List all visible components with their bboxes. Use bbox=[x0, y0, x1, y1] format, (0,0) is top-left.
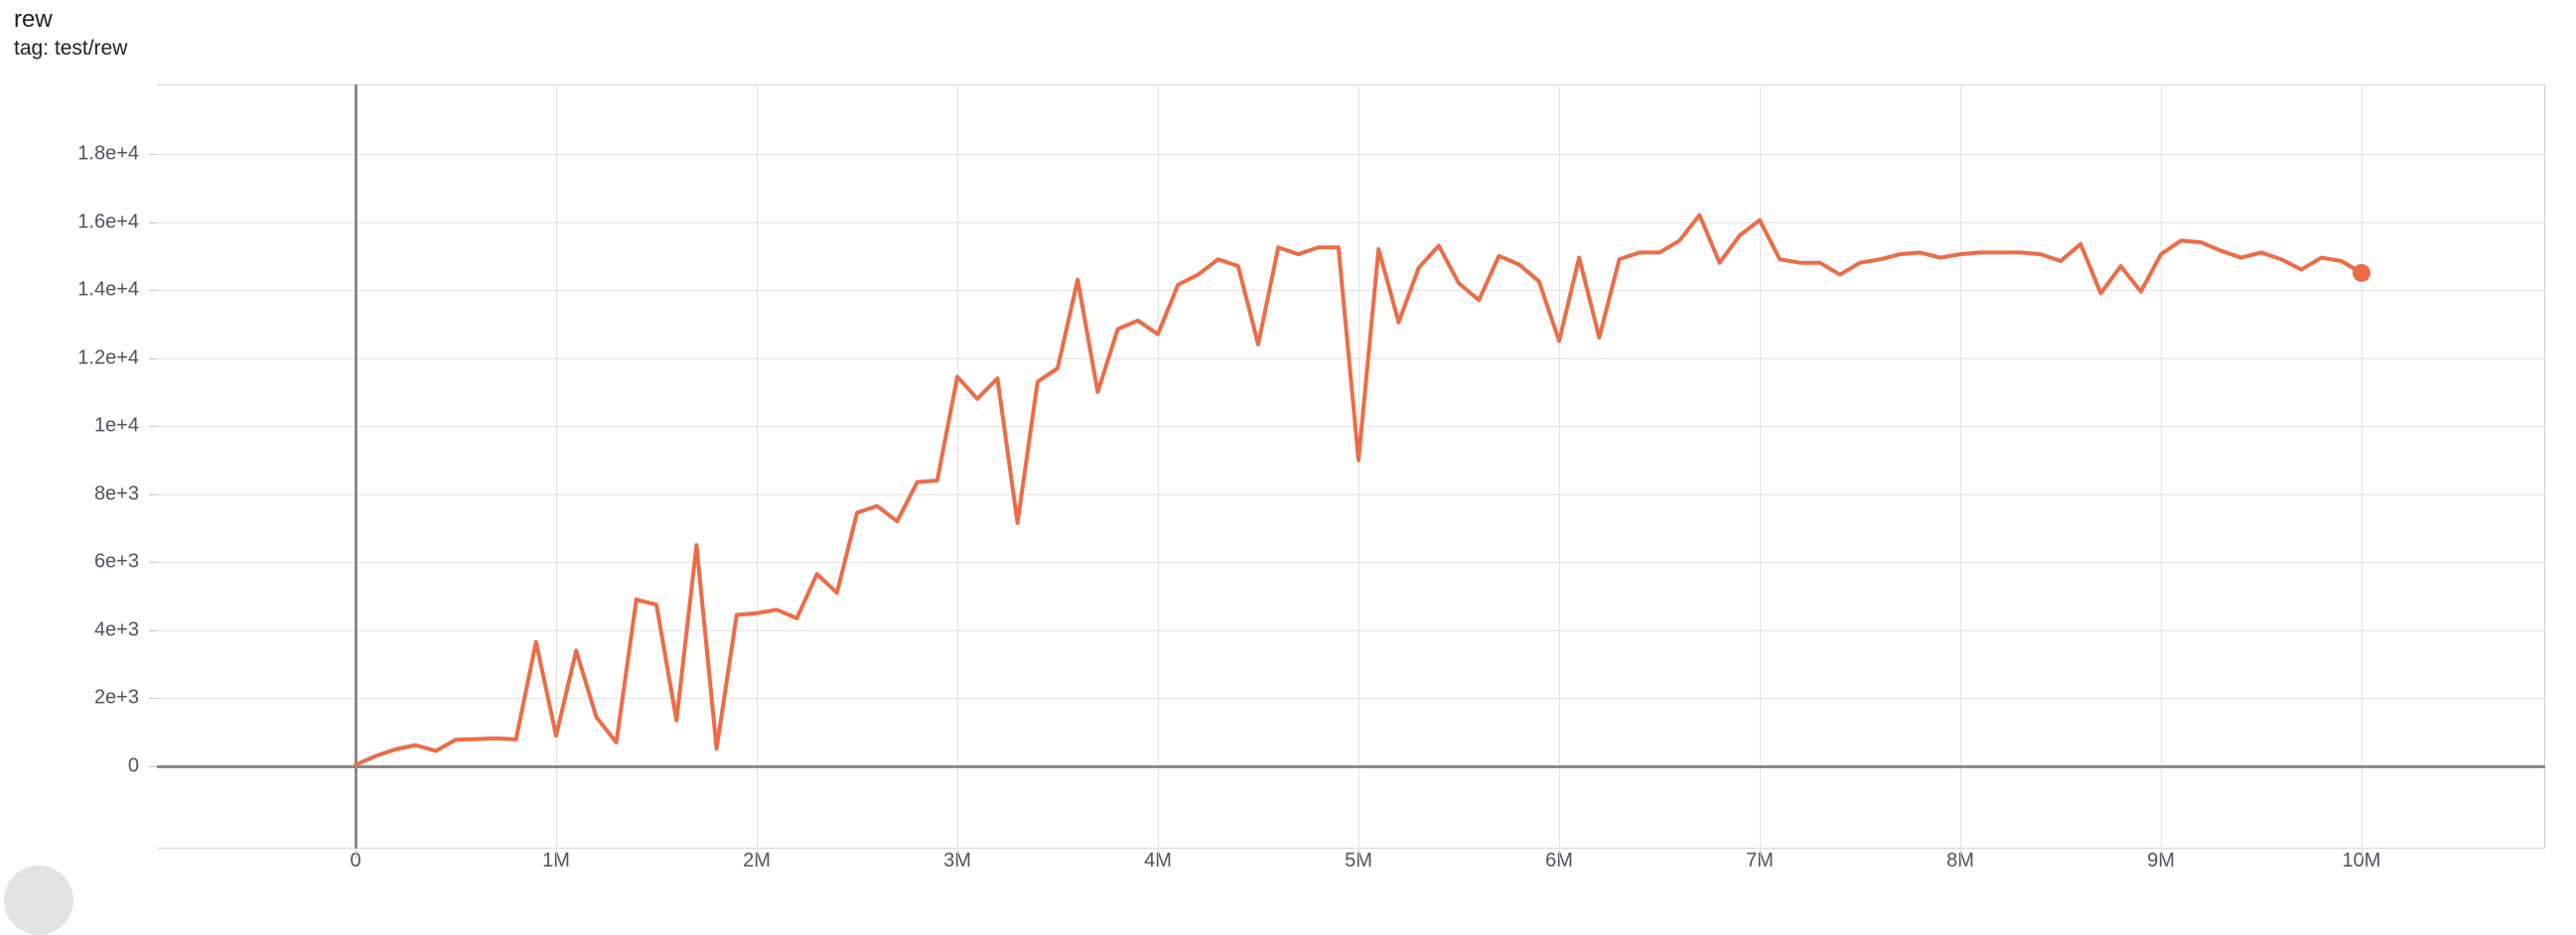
x-axis-tick-label: 5M bbox=[1345, 850, 1372, 871]
y-axis-tick-label: 6e+3 bbox=[93, 550, 139, 573]
page-title: rew bbox=[14, 6, 53, 33]
x-axis-tick-mark bbox=[1559, 850, 1560, 860]
x-axis-tick-label: 2M bbox=[743, 850, 771, 871]
y-axis-tick-label: 1.8e+4 bbox=[77, 142, 139, 165]
chart-header: rew tag: test/rew bbox=[14, 6, 127, 62]
x-axis-tick-label: 8M bbox=[1946, 850, 1974, 871]
x-axis-tick-mark bbox=[356, 850, 357, 860]
y-axis-tick-label: 2e+3 bbox=[93, 686, 139, 709]
y-axis-tick-mark bbox=[149, 426, 157, 428]
y-axis-tick-mark bbox=[149, 629, 157, 631]
x-axis-tick-mark bbox=[1359, 850, 1360, 860]
y-axis-tick-label: 0 bbox=[127, 754, 139, 777]
y-axis-tick-label: 4e+3 bbox=[93, 618, 139, 641]
x-axis-tick-mark bbox=[1158, 850, 1159, 860]
gridline-horizontal bbox=[157, 154, 2545, 155]
x-axis-tick-mark bbox=[1760, 850, 1761, 860]
x-axis-tick-mark bbox=[957, 850, 958, 860]
x-axis-tick-label: 0 bbox=[350, 850, 361, 871]
x-axis-tick-mark bbox=[2161, 850, 2162, 860]
plot-frame-bottom bbox=[157, 848, 2545, 849]
fab-circle-icon[interactable] bbox=[4, 866, 73, 935]
y-axis-tick-mark bbox=[149, 698, 157, 700]
y-axis-tick-label: 1.6e+4 bbox=[77, 210, 139, 233]
y-axis-tick-label: 1.4e+4 bbox=[77, 278, 139, 301]
y-axis-tick-label: 1.2e+4 bbox=[77, 346, 139, 369]
x-axis-tick-label: 6M bbox=[1545, 850, 1573, 871]
x-axis-tick-mark bbox=[1960, 850, 1961, 860]
x-axis-tick-label: 4M bbox=[1144, 850, 1172, 871]
x-axis-tick-label: 10M bbox=[2342, 850, 2381, 871]
x-axis-tick-mark bbox=[556, 850, 557, 860]
x-axis-tick-label: 3M bbox=[943, 850, 971, 871]
plot-frame-right bbox=[2544, 84, 2545, 849]
x-axis-tick-mark bbox=[757, 850, 758, 860]
y-axis-tick-label: 8e+3 bbox=[93, 482, 139, 505]
y-axis-tick-mark bbox=[149, 221, 157, 223]
y-axis-tick-mark bbox=[149, 357, 157, 359]
x-axis-tick-mark bbox=[2361, 850, 2362, 860]
x-axis-tick-label: 7M bbox=[1746, 850, 1774, 871]
y-axis-tick-mark bbox=[149, 154, 157, 155]
y-axis-tick-mark bbox=[149, 766, 157, 767]
x-axis-tick-label: 1M bbox=[542, 850, 570, 871]
y-axis-tick-mark bbox=[149, 562, 157, 564]
x-axis-labels: 0 1M 2M 3M 4M 5M 6M 7M 8M 9M 10M bbox=[350, 850, 2381, 871]
y-axis-tick-mark bbox=[149, 493, 157, 495]
y-axis-tick-label: 1e+4 bbox=[93, 414, 139, 437]
plot-frame-top bbox=[157, 84, 2545, 85]
y-axis-tick-mark bbox=[149, 290, 157, 292]
x-axis-tick-label: 9M bbox=[2147, 850, 2175, 871]
chart-tag-subtitle: tag: test/rew bbox=[14, 37, 128, 61]
y-axis-labels: 0 2e+3 4e+3 6e+3 8e+3 1e+4 1.2e+4 1.4e+4 1.6e+4 1… bbox=[0, 0, 157, 889]
